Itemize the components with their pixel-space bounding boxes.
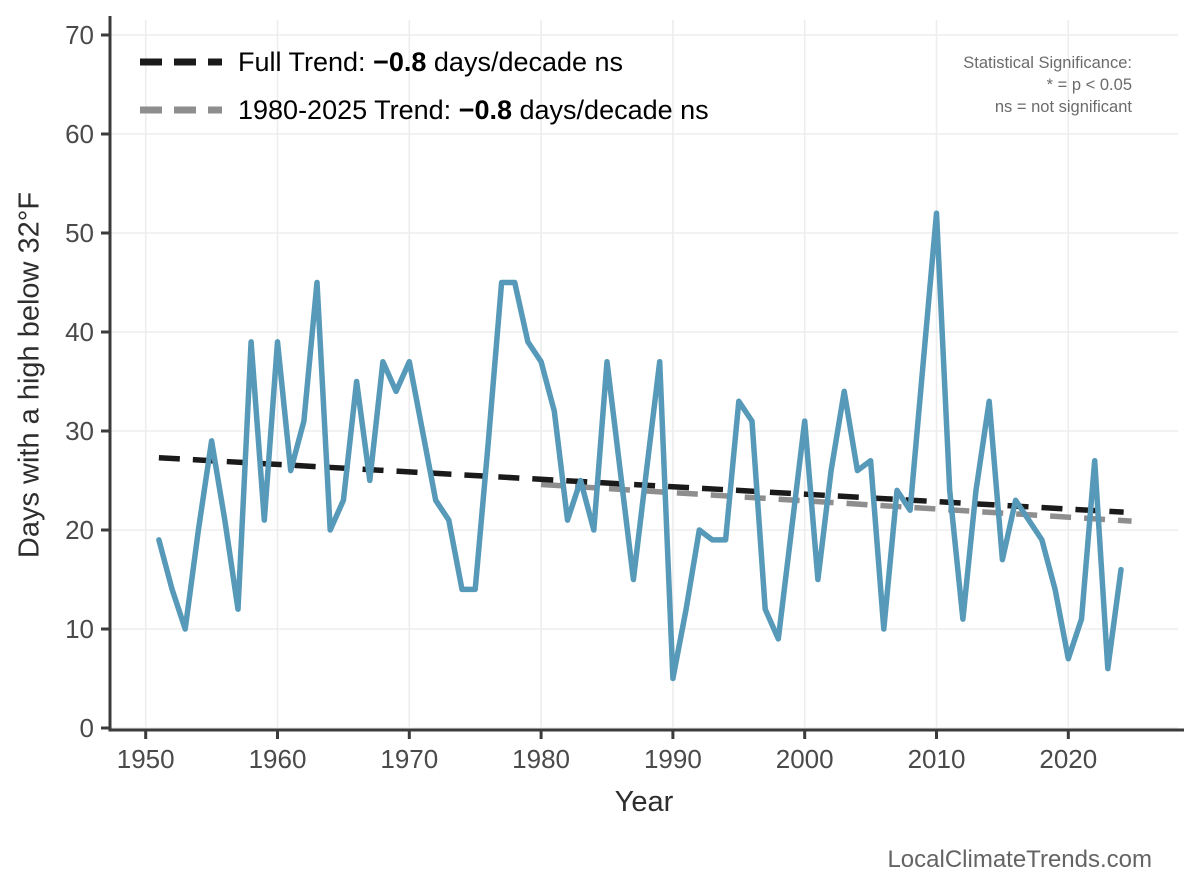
series-annual bbox=[156, 210, 1124, 682]
legend-recent-suffix: days/decade ns bbox=[519, 94, 709, 125]
x-tick-label-2020: 2020 bbox=[1039, 744, 1097, 774]
y-tick-label-50: 50 bbox=[65, 218, 94, 248]
x-tick-label-1960: 1960 bbox=[249, 744, 307, 774]
legend-recent-prefix: 1980-2025 Trend: bbox=[238, 94, 452, 125]
legend-label-full-trend: Full Trend: −0.8 days/decade ns bbox=[238, 47, 623, 78]
legend-label-recent-trend: 1980-2025 Trend: −0.8 days/decade ns bbox=[238, 95, 709, 126]
series-full_trend bbox=[158, 454, 1124, 515]
watermark-text: LocalClimateTrends.com bbox=[887, 846, 1152, 873]
significance-note-star: * = p < 0.05 bbox=[1046, 76, 1132, 94]
legend-recent-value: −0.8 bbox=[458, 94, 512, 125]
significance-note-title: Statistical Significance: bbox=[963, 54, 1132, 72]
x-tick-label-1990: 1990 bbox=[644, 744, 702, 774]
significance-note: Statistical Significance: * = p < 0.05 n… bbox=[963, 52, 1132, 118]
x-tick-label-1950: 1950 bbox=[117, 744, 175, 774]
x-tick-label-1970: 1970 bbox=[380, 744, 438, 774]
recent-trend-dash-icon bbox=[140, 106, 222, 114]
legend-row-recent-trend: 1980-2025 Trend: −0.8 days/decade ns bbox=[138, 86, 709, 134]
x-tick-label-2010: 2010 bbox=[908, 744, 966, 774]
y-axis-label: Days with a high below 32°F bbox=[13, 191, 46, 559]
series-recent_trend bbox=[540, 481, 1132, 524]
legend-full-value: −0.8 bbox=[373, 46, 427, 77]
y-tick-label-60: 60 bbox=[65, 119, 94, 149]
x-tick-label-1980: 1980 bbox=[512, 744, 570, 774]
legend-row-full-trend: Full Trend: −0.8 days/decade ns bbox=[138, 38, 709, 86]
legend-full-suffix: days/decade ns bbox=[433, 46, 624, 77]
y-tick-label-20: 20 bbox=[65, 515, 94, 545]
legend-full-prefix: Full Trend: bbox=[238, 46, 366, 77]
x-axis-label: Year bbox=[614, 786, 674, 818]
x-tick-label-2000: 2000 bbox=[776, 744, 834, 774]
significance-note-ns: ns = not significant bbox=[994, 98, 1132, 116]
y-tick-label-30: 30 bbox=[65, 416, 94, 446]
full-trend-dash-icon bbox=[140, 58, 222, 66]
y-tick-label-10: 10 bbox=[65, 614, 94, 644]
y-tick-label-40: 40 bbox=[65, 317, 94, 347]
y-tick-label-70: 70 bbox=[65, 20, 94, 50]
y-tick-label-0: 0 bbox=[80, 713, 94, 743]
legend: Full Trend: −0.8 days/decade ns 1980-202… bbox=[138, 38, 709, 134]
